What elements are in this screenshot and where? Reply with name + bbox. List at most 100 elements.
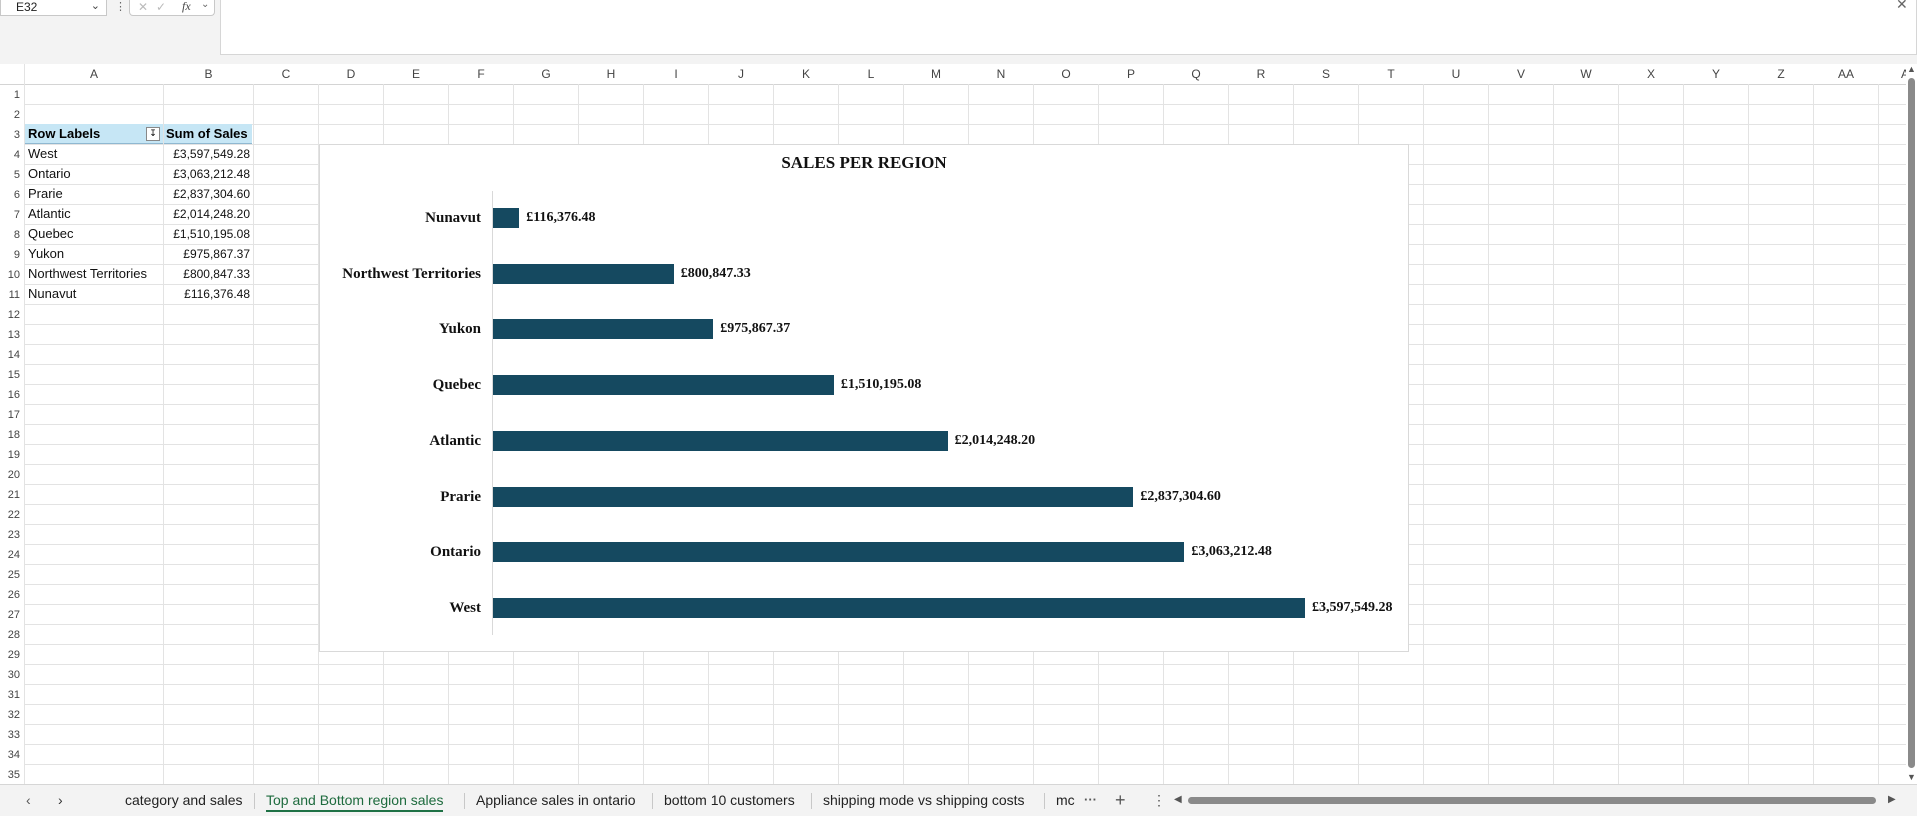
row-header[interactable]: 33 [7, 729, 20, 741]
sheet-tab[interactable]: category and sales [125, 785, 243, 816]
row-header[interactable]: 2 [13, 109, 20, 121]
chart-bar[interactable] [493, 542, 1185, 563]
row-header[interactable]: 29 [7, 649, 20, 661]
column-header[interactable]: V [1516, 67, 1525, 81]
row-header[interactable]: 9 [13, 249, 20, 261]
column-header[interactable]: H [606, 67, 616, 81]
check-icon[interactable]: ✓ [156, 0, 167, 14]
row-header[interactable]: 32 [7, 709, 20, 721]
sheet-tab[interactable]: mc [1056, 785, 1075, 816]
chart-bar[interactable] [493, 430, 948, 451]
column-header[interactable]: Z [1777, 67, 1785, 81]
spreadsheet-grid[interactable]: ABCDEFGHIJKLMNOPQRSTUVWXYZAAAB 123456789… [0, 64, 1906, 784]
row-header[interactable]: 23 [7, 529, 20, 541]
pivot-row-label[interactable]: Quebec [28, 226, 74, 241]
row-header[interactable]: 15 [7, 369, 20, 381]
filter-dropdown-icon[interactable]: ↧ [146, 127, 160, 141]
row-header[interactable]: 10 [7, 269, 20, 281]
column-header[interactable]: R [1256, 67, 1266, 81]
close-icon[interactable]: ✕ [1896, 0, 1908, 12]
row-header[interactable]: 19 [7, 449, 20, 461]
row-header[interactable]: 25 [7, 569, 20, 581]
row-header[interactable]: 12 [7, 309, 20, 321]
column-header[interactable]: AB [1900, 67, 1906, 81]
vertical-scroll-thumb[interactable] [1908, 78, 1915, 768]
column-header[interactable]: S [1321, 67, 1330, 81]
sheet-tab[interactable]: bottom 10 customers [664, 785, 795, 816]
row-header[interactable]: 18 [7, 429, 20, 441]
column-header[interactable]: I [674, 67, 678, 81]
pivot-row-value[interactable]: £975,867.37 [183, 247, 250, 261]
column-header[interactable]: L [867, 67, 875, 81]
chevron-right-icon[interactable]: › [58, 792, 63, 808]
row-header[interactable]: 30 [7, 669, 20, 681]
row-header[interactable]: 34 [7, 749, 20, 761]
sheet-tab[interactable]: Top and Bottom region sales [266, 785, 444, 816]
row-header[interactable]: 1 [13, 89, 20, 101]
pivot-row-value[interactable]: £2,014,248.20 [173, 207, 250, 221]
row-header[interactable]: 14 [7, 349, 20, 361]
column-header[interactable]: A [89, 67, 98, 81]
pivot-header-row-labels[interactable]: Row Labels ↧ [25, 124, 163, 144]
column-header[interactable]: Q [1191, 67, 1201, 81]
pivot-row-value[interactable]: £3,063,212.48 [173, 167, 250, 181]
row-header[interactable]: 21 [7, 489, 20, 501]
column-header[interactable]: AA [1837, 67, 1854, 81]
row-header[interactable]: 4 [13, 149, 20, 161]
column-header[interactable]: T [1387, 67, 1395, 81]
chart-bar[interactable] [493, 319, 714, 340]
chevron-left-icon[interactable]: ‹ [26, 792, 31, 808]
row-header[interactable]: 16 [7, 389, 20, 401]
scroll-right-icon[interactable]: ▶ [1888, 794, 1896, 805]
scroll-left-icon[interactable]: ◀ [1174, 794, 1182, 805]
row-header[interactable]: 35 [7, 769, 20, 781]
row-header[interactable]: 20 [7, 469, 20, 481]
vertical-dots-icon[interactable]: ⋮ [1152, 792, 1166, 808]
column-header[interactable]: Y [1711, 67, 1720, 81]
pivot-row-label[interactable]: Prarie [28, 186, 63, 201]
column-header[interactable]: B [204, 67, 213, 81]
column-header[interactable]: C [281, 67, 291, 81]
sheet-tab[interactable]: shipping mode vs shipping costs [823, 785, 1025, 816]
plus-icon[interactable]: + [1115, 790, 1126, 810]
chart-bar[interactable] [493, 208, 520, 228]
column-header[interactable]: D [346, 67, 356, 81]
pivot-row-value[interactable]: £1,510,195.08 [173, 227, 250, 241]
chevron-down-icon[interactable]: ⌄ [201, 0, 210, 10]
chart-bar[interactable] [493, 375, 834, 396]
row-header[interactable]: 26 [7, 589, 20, 601]
chevron-down-icon[interactable]: ⌄ [90, 0, 100, 12]
pivot-row-value[interactable]: £116,376.48 [184, 287, 250, 301]
formula-input[interactable] [220, 0, 1917, 55]
chart-bar[interactable] [493, 486, 1134, 507]
column-header[interactable]: E [411, 67, 420, 81]
scroll-down-icon[interactable]: ▼ [1907, 772, 1916, 782]
pivot-row-label[interactable]: Ontario [28, 166, 71, 181]
vertical-scrollbar[interactable]: ▲ ▼ [1906, 64, 1917, 784]
column-header[interactable]: F [477, 67, 485, 81]
row-header[interactable]: 6 [13, 189, 20, 201]
row-header[interactable]: 31 [7, 689, 20, 701]
column-header[interactable]: W [1580, 67, 1592, 81]
sales-per-region-chart[interactable]: SALES PER REGION Nunavut £116,376.48 North… [319, 144, 1409, 652]
pivot-row-value[interactable]: £3,597,549.28 [173, 147, 250, 161]
pivot-row-value[interactable]: £2,837,304.60 [173, 187, 250, 201]
column-header[interactable]: M [931, 67, 941, 81]
scroll-up-icon[interactable]: ▲ [1907, 64, 1916, 74]
sheet-tab[interactable]: Appliance sales in ontario [476, 785, 636, 816]
chart-bar[interactable] [493, 597, 1305, 618]
pivot-row-label[interactable]: Nunavut [28, 286, 77, 301]
column-header[interactable]: K [801, 67, 810, 81]
pivot-row-label[interactable]: Yukon [28, 246, 65, 261]
ellipsis-icon[interactable]: ··· [1084, 792, 1097, 807]
pivot-row-value[interactable]: £800,847.33 [183, 267, 250, 281]
row-header[interactable]: 27 [7, 609, 20, 621]
row-header[interactable]: 5 [13, 169, 20, 181]
cancel-icon[interactable]: ✕ [138, 0, 149, 14]
pivot-row-label[interactable]: Northwest Territories [28, 266, 147, 281]
row-header[interactable]: 28 [7, 629, 20, 641]
name-box[interactable]: E32 ⌄ [0, 0, 107, 16]
column-header[interactable]: G [541, 67, 551, 81]
column-header[interactable]: N [996, 67, 1006, 81]
horizontal-scroll-thumb[interactable] [1188, 797, 1876, 804]
